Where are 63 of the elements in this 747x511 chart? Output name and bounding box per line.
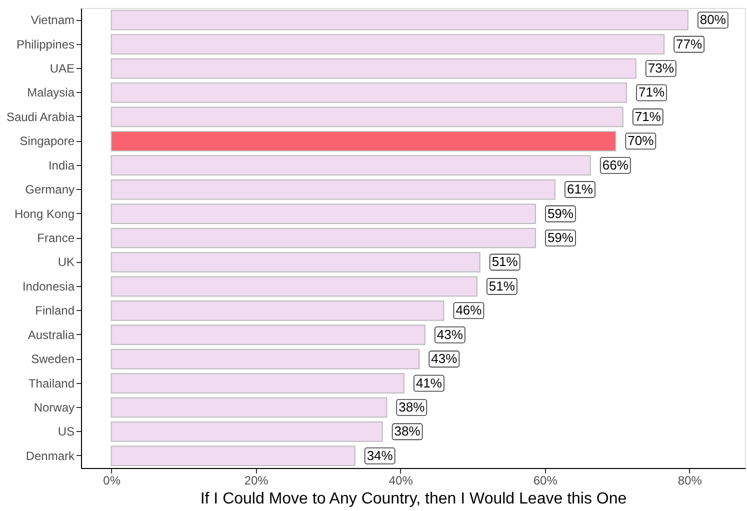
y-tick-label: Singapore (20, 134, 75, 148)
y-tick-label: Indonesia (22, 279, 75, 294)
data-label: 80% (700, 12, 726, 28)
x-tick-label: 80% (678, 474, 702, 488)
data-label: 43% (431, 351, 458, 366)
data-label: 71% (634, 108, 662, 124)
y-tick-label: Saudi Arabia (6, 110, 75, 124)
x-tick-label: 40% (388, 474, 414, 488)
y-tick-label: Thailand (28, 376, 74, 390)
bar (110, 324, 426, 346)
x-tick-label: 0% (103, 474, 121, 488)
data-label: 59% (547, 206, 574, 221)
x-tick-label: 20% (244, 474, 269, 488)
data-label: 70% (628, 133, 654, 148)
data-label: 34% (366, 448, 394, 463)
y-tick-label: Hong Kong (14, 206, 74, 221)
data-label: 77% (676, 36, 703, 52)
y-tick-label: UK (58, 255, 74, 270)
data-label: 66% (602, 157, 629, 172)
data-label: 38% (394, 424, 421, 439)
bar (110, 82, 628, 103)
data-label: 38% (398, 399, 426, 414)
bar (110, 155, 591, 176)
bar (110, 10, 688, 30)
y-tick-label: India (48, 158, 75, 172)
x-tick-label: 60% (533, 474, 558, 488)
bar (110, 276, 478, 297)
y-tick-label: Philippines (16, 37, 74, 52)
bar (110, 106, 624, 128)
bar (110, 300, 444, 321)
y-tick-label: France (37, 231, 75, 245)
y-tick-label: Finland (35, 304, 74, 318)
y-tick-label: Australia (28, 328, 75, 342)
bar (110, 130, 616, 152)
data-label: 41% (416, 375, 442, 390)
y-tick-label: Vietnam (30, 13, 74, 28)
bar (110, 204, 536, 224)
bar (110, 58, 636, 79)
y-tick-label: Germany (25, 182, 74, 197)
data-label: 51% (492, 254, 518, 270)
data-label: 46% (456, 302, 482, 318)
bar (110, 252, 480, 272)
data-label: 59% (547, 230, 574, 245)
y-tick-label: US (58, 424, 74, 439)
data-label: 43% (436, 326, 464, 342)
data-label: 51% (488, 278, 516, 294)
data-label: 71% (638, 84, 665, 100)
bar (110, 446, 356, 466)
bar (110, 228, 536, 248)
y-tick-label: Sweden (31, 352, 74, 366)
bar (110, 34, 665, 54)
bar (110, 348, 420, 370)
y-tick-label: UAE (50, 62, 74, 76)
data-label: 61% (566, 182, 594, 197)
x-axis-title: If I Could Move to Any Country, then I Would Leave this One (200, 490, 627, 508)
y-tick-label: Norway (34, 400, 74, 414)
data-label: 73% (648, 60, 674, 76)
bar (110, 397, 388, 418)
bar (110, 373, 404, 394)
bar (110, 179, 556, 200)
y-tick-label: Denmark (26, 448, 76, 463)
bar (110, 422, 383, 442)
y-tick-label: Malaysia (27, 86, 75, 100)
